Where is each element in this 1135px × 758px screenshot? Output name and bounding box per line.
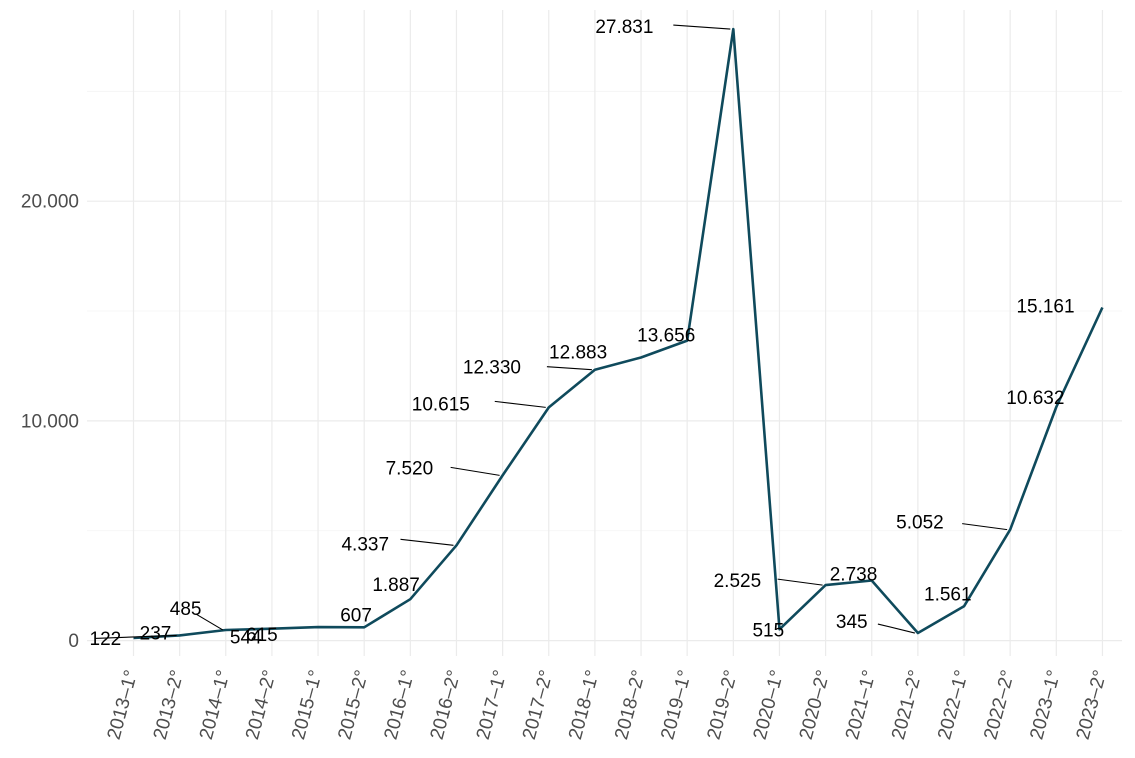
- data-label: 12.330: [463, 358, 521, 379]
- data-label-leader: [400, 539, 453, 545]
- data-label: 10.632: [1006, 388, 1064, 409]
- x-tick-label: 2013–2°: [150, 668, 189, 742]
- data-label-leader: [878, 624, 915, 633]
- x-tick-label: 2014–2°: [242, 668, 281, 742]
- x-tick-label: 2020–1°: [750, 668, 789, 742]
- x-axis-ticks: 2013–1° 2013–2° 2014–1° 2014–2° 2015–1° 2015–…: [104, 668, 1112, 742]
- data-label: 615: [246, 625, 278, 646]
- y-tick-label: 20.000: [21, 192, 79, 213]
- data-label-leader: [778, 579, 823, 585]
- x-tick-label: 2015–1°: [288, 668, 327, 742]
- data-label: 345: [836, 612, 868, 633]
- x-tick-label: 2016–1°: [381, 668, 420, 742]
- series-line-group: [134, 29, 1103, 638]
- x-tick-label: 2022–1°: [934, 668, 973, 742]
- x-tick-label: 2018–1°: [565, 668, 604, 742]
- x-tick-label: 2013–1°: [104, 668, 143, 742]
- data-label: 122: [90, 629, 122, 650]
- y-axis-ticks: 0 10.000 20.000: [21, 192, 79, 652]
- x-tick-label: 2018–2°: [611, 668, 650, 742]
- data-label-leader: [673, 25, 730, 29]
- data-label: 515: [752, 620, 784, 641]
- data-label: 237: [140, 623, 172, 644]
- x-tick-label: 2019–1°: [657, 668, 696, 742]
- data-label: 27.831: [595, 17, 653, 38]
- data-label: 10.615: [412, 394, 470, 415]
- x-tick-label: 2023–2°: [1073, 668, 1112, 742]
- data-label: 2.525: [714, 571, 762, 592]
- x-tick-label: 2022–2°: [980, 668, 1019, 742]
- x-tick-label: 2014–1°: [196, 668, 235, 742]
- x-tick-label: 2019–2°: [703, 668, 742, 742]
- y-tick-label: 10.000: [21, 411, 79, 432]
- data-label: 7.520: [386, 458, 434, 479]
- data-labels: 122 2374855446156071.8874.3377.52010.6151…: [90, 17, 1075, 650]
- data-label-leader: [962, 524, 1007, 530]
- data-label: 15.161: [1016, 296, 1074, 317]
- grid: [87, 10, 1122, 656]
- x-tick-label: 2020–2°: [796, 668, 835, 742]
- x-tick-label: 2023–1°: [1026, 668, 1065, 742]
- data-label: 607: [340, 605, 372, 626]
- data-label: 1.561: [924, 584, 972, 605]
- data-label: 12.883: [549, 343, 607, 364]
- x-tick-label: 2015–2°: [334, 668, 373, 742]
- series-line: [134, 29, 1103, 638]
- data-label-leader: [451, 467, 500, 475]
- x-tick-label: 2017–1°: [473, 668, 512, 742]
- x-tick-label: 2017–2°: [519, 668, 558, 742]
- data-label: 1.887: [372, 575, 420, 596]
- data-label: 485: [170, 599, 202, 620]
- x-tick-label: 2021–2°: [888, 668, 927, 742]
- data-label: 4.337: [341, 534, 389, 555]
- data-label: 13.656: [637, 326, 695, 347]
- data-label-leader: [547, 367, 592, 370]
- x-tick-label: 2021–1°: [842, 668, 881, 742]
- x-tick-label: 2016–2°: [427, 668, 466, 742]
- y-tick-label: 0: [68, 631, 79, 652]
- data-label: 2.738: [830, 564, 878, 585]
- data-label: 5.052: [896, 513, 944, 534]
